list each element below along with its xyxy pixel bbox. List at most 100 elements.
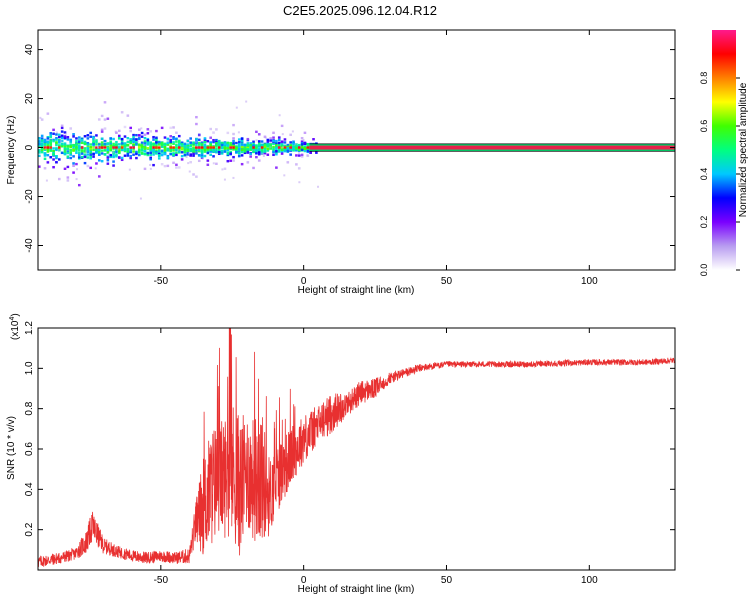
spectrogram-cell bbox=[303, 146, 307, 150]
spectrogram-cell bbox=[226, 147, 230, 150]
spectrogram-cell bbox=[295, 163, 298, 166]
spectrogram-cell bbox=[55, 133, 58, 136]
spectrogram-cell bbox=[203, 154, 207, 158]
spectrogram-cell bbox=[109, 148, 113, 152]
spectrogram-cell bbox=[246, 143, 250, 147]
spectrogram-cell bbox=[57, 133, 61, 136]
colorbar-ticks: 0.0 0.2 0.4 0.6 0.8 bbox=[699, 72, 740, 276]
spectrogram-cell bbox=[77, 139, 81, 142]
spectrogram-cell bbox=[106, 158, 110, 162]
spectrogram-cell bbox=[166, 137, 170, 141]
spectrogram-cell bbox=[195, 175, 198, 178]
spectrogram-cell bbox=[46, 112, 50, 115]
spectrogram-cell bbox=[112, 154, 115, 158]
spectrogram-cell bbox=[60, 136, 64, 140]
spectrogram-cell bbox=[44, 147, 47, 150]
spectrogram-cell bbox=[289, 153, 292, 156]
spectrogram-cell bbox=[286, 147, 290, 150]
spectrogram-cell bbox=[232, 176, 235, 179]
spectrogram-cell bbox=[209, 142, 212, 146]
spectrogram-cell bbox=[92, 142, 95, 145]
spectrogram-cell bbox=[66, 151, 70, 155]
spectrogram-cell bbox=[255, 146, 258, 150]
spectrogram-cell bbox=[183, 153, 187, 157]
spectrogram-cell bbox=[186, 139, 190, 143]
spectrogram-cell bbox=[229, 150, 232, 154]
spectrogram-cell bbox=[200, 152, 204, 156]
spectrogram-x-axis: -50 0 50 100 bbox=[154, 30, 598, 287]
spectrogram-cell bbox=[46, 140, 50, 144]
spectrogram-cell bbox=[95, 149, 98, 152]
spectrogram-cell bbox=[38, 144, 41, 147]
spectrogram-cell bbox=[52, 132, 55, 135]
spectrogram-cell bbox=[226, 148, 230, 152]
spectrogram-cell bbox=[246, 161, 250, 164]
spectrogram-cell bbox=[200, 149, 204, 152]
snr-line bbox=[38, 328, 675, 568]
spectrogram-cell bbox=[140, 145, 144, 148]
spectrogram-cell bbox=[123, 144, 127, 147]
spectrogram-cell bbox=[180, 148, 184, 151]
spectrogram-cell bbox=[212, 150, 215, 153]
spectrogram-cell bbox=[83, 135, 87, 138]
spectrogram-cell bbox=[215, 162, 218, 165]
carrier-band-core bbox=[309, 145, 675, 150]
spectrogram-cell bbox=[64, 132, 67, 135]
spectrogram-cell bbox=[146, 152, 150, 155]
spectrogram-cell bbox=[69, 148, 73, 152]
spectrogram-cell bbox=[220, 141, 224, 145]
spectrogram-cell bbox=[66, 138, 70, 141]
spectrogram-cell bbox=[281, 145, 284, 148]
spectrogram-cell bbox=[77, 183, 81, 187]
spectrogram-cell bbox=[100, 149, 104, 152]
spectrogram-cell bbox=[192, 149, 195, 152]
spectrogram-cell bbox=[212, 131, 215, 134]
spectrogram-cell bbox=[123, 148, 127, 151]
spectrogram-cell bbox=[183, 147, 187, 150]
spectrogram-cell bbox=[149, 163, 152, 166]
spectrogram-cell bbox=[163, 136, 167, 139]
spectrogram-cell bbox=[83, 140, 87, 144]
spectrogram-cell bbox=[155, 129, 158, 133]
spectrogram-cell bbox=[75, 140, 78, 143]
spectrogram-cell bbox=[152, 146, 155, 149]
spectrogram-cell bbox=[235, 149, 238, 152]
spectrogram-cell bbox=[192, 173, 195, 176]
spectrogram-cell bbox=[215, 149, 218, 152]
spectrogram-cell bbox=[226, 131, 230, 135]
spectrogram-cell bbox=[232, 139, 235, 143]
spectrogram-cell bbox=[116, 148, 119, 151]
spectrogram-cell bbox=[46, 150, 50, 153]
spectrogram-cell bbox=[152, 138, 155, 141]
spectrogram-cell bbox=[149, 157, 153, 161]
spectrogram-cell bbox=[86, 146, 90, 150]
spectrogram-cell bbox=[107, 152, 110, 155]
spectrogram-cell bbox=[132, 147, 135, 150]
spectrogram-cell bbox=[103, 153, 107, 156]
spectrogram-cell bbox=[195, 122, 198, 126]
spectrogram-cell bbox=[120, 142, 124, 145]
spectrogram-cell bbox=[195, 115, 198, 119]
spectrogram-cell bbox=[49, 148, 53, 151]
spectrogram-cell bbox=[217, 146, 221, 149]
spectrogram-cell bbox=[203, 148, 207, 152]
spectrogram-cell bbox=[126, 140, 130, 144]
spectrogram-cell bbox=[95, 143, 98, 146]
spectrogram-cell bbox=[77, 151, 81, 154]
spectrogram-cell bbox=[123, 149, 127, 153]
spectrogram-cell bbox=[57, 135, 61, 139]
colorbar-gradient bbox=[712, 30, 736, 270]
spectrogram-cell bbox=[200, 146, 204, 149]
colorbar-tick-label: 0.2 bbox=[699, 216, 709, 229]
spectrogram-cell bbox=[152, 135, 155, 139]
spectrogram-cell bbox=[232, 146, 235, 149]
spectrogram-cell bbox=[215, 150, 218, 154]
spectrogram-cell bbox=[140, 141, 144, 144]
spectrogram-cell bbox=[129, 126, 133, 130]
spectrogram-cell bbox=[266, 149, 270, 152]
spectrogram-cell bbox=[97, 143, 101, 146]
spectrogram-cell bbox=[55, 161, 58, 164]
spectrogram-cell bbox=[200, 143, 204, 146]
spectrogram-cell bbox=[277, 136, 281, 139]
